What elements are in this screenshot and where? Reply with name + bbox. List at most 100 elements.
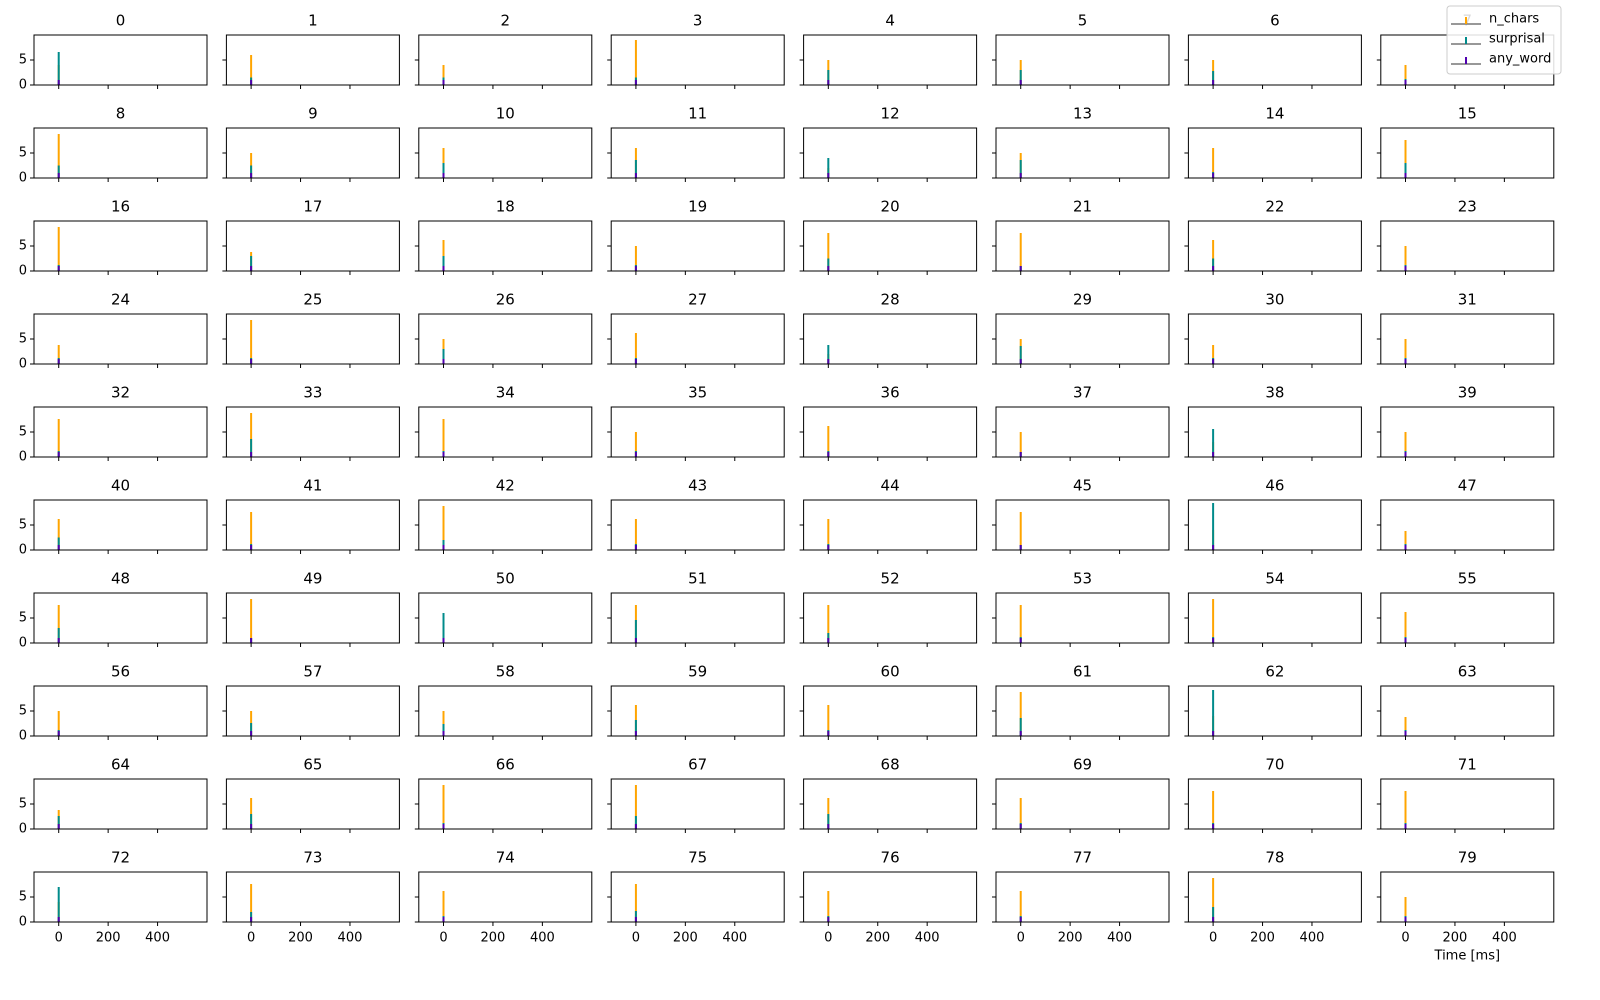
axes-frame [1380, 313, 1555, 365]
panel-title: 55 [1458, 570, 1477, 588]
panel-title: 43 [688, 477, 707, 495]
panel-title: 62 [1265, 663, 1284, 681]
axes-frame [610, 127, 785, 179]
axes-frame [225, 313, 400, 365]
panel-title: 36 [881, 384, 900, 402]
panel-title: 72 [111, 849, 130, 867]
y-tick-label: 5 [19, 53, 27, 68]
axes-frame [1187, 592, 1362, 644]
y-tick-label: 5 [19, 704, 27, 719]
panel-title: 13 [1073, 105, 1092, 123]
panel-title: 8 [116, 105, 126, 123]
axes-frame [33, 499, 208, 551]
panel-title: 21 [1073, 198, 1092, 216]
panel-title: 2 [501, 12, 511, 30]
panel-title: 15 [1458, 105, 1477, 123]
panel-title: 75 [688, 849, 707, 867]
axes-frame [803, 778, 978, 830]
panel-title: 63 [1458, 663, 1477, 681]
panel-title: 24 [111, 291, 130, 309]
axes-frame [33, 871, 208, 923]
panel-title: 78 [1265, 849, 1284, 867]
y-tick-label: 5 [19, 239, 27, 254]
panel-title: 76 [881, 849, 900, 867]
x-tick-label: 200 [1250, 931, 1275, 946]
panel-title: 5 [1078, 12, 1088, 30]
panel-title: 77 [1073, 849, 1092, 867]
axes-frame [995, 778, 1170, 830]
panel-title: 58 [496, 663, 515, 681]
x-tick-label: 200 [673, 931, 698, 946]
x-tick-label: 200 [1058, 931, 1083, 946]
axes-frame [225, 685, 400, 737]
axes-frame [803, 220, 978, 272]
panel-title: 12 [881, 105, 900, 123]
panel-title: 71 [1458, 756, 1477, 774]
panel-title: 41 [303, 477, 322, 495]
axes-frame [610, 220, 785, 272]
axes-frame [1380, 220, 1555, 272]
panel-title: 0 [116, 12, 126, 30]
axes-frame [33, 127, 208, 179]
axes-frame [1380, 406, 1555, 458]
y-tick-label: 0 [19, 264, 27, 279]
axes-frame [1187, 313, 1362, 365]
axes-frame [225, 778, 400, 830]
axes-frame [225, 406, 400, 458]
panel-title: 29 [1073, 291, 1092, 309]
panel-title: 39 [1458, 384, 1477, 402]
panel-title: 50 [496, 570, 515, 588]
axes-frame [803, 127, 978, 179]
x-tick-label: 200 [865, 931, 890, 946]
x-tick-label: 0 [1017, 931, 1025, 946]
axes-frame [418, 778, 593, 830]
axes-frame [995, 127, 1170, 179]
x-tick-label: 400 [145, 931, 170, 946]
panel-title: 52 [881, 570, 900, 588]
panel-title: 67 [688, 756, 707, 774]
axes-frame [1187, 34, 1362, 86]
x-tick-label: 200 [288, 931, 313, 946]
y-tick-label: 0 [19, 78, 27, 93]
y-tick-label: 5 [19, 425, 27, 440]
x-tick-label: 400 [338, 931, 363, 946]
axes-frame [418, 127, 593, 179]
axes-frame [610, 313, 785, 365]
axes-frame [418, 34, 593, 86]
axes-frame [33, 220, 208, 272]
axes-frame [610, 34, 785, 86]
y-tick-label: 0 [19, 171, 27, 186]
y-tick-label: 0 [19, 729, 27, 744]
panel-title: 10 [496, 105, 515, 123]
panel-title: 54 [1265, 570, 1284, 588]
axes-frame [418, 499, 593, 551]
axes-frame [33, 313, 208, 365]
axes-frame [33, 406, 208, 458]
y-tick-label: 0 [19, 636, 27, 651]
axes-frame [610, 871, 785, 923]
y-tick-label: 5 [19, 518, 27, 533]
axes-frame [610, 778, 785, 830]
panel-title: 47 [1458, 477, 1477, 495]
axes-frame [1380, 127, 1555, 179]
axes-frame [1380, 499, 1555, 551]
axes-frame [610, 499, 785, 551]
axes-frame [418, 313, 593, 365]
axes-frame [1187, 220, 1362, 272]
axes-frame [225, 34, 400, 86]
axes-frame [225, 127, 400, 179]
axes-frame [1187, 685, 1362, 737]
axes-frame [995, 871, 1170, 923]
panel-title: 26 [496, 291, 515, 309]
axes-frame [418, 220, 593, 272]
axes-frame [803, 871, 978, 923]
axes-frame [1187, 406, 1362, 458]
axes-frame [803, 406, 978, 458]
panel-title: 37 [1073, 384, 1092, 402]
y-tick-label: 0 [19, 543, 27, 558]
panel-title: 79 [1458, 849, 1477, 867]
axes-frame [225, 592, 400, 644]
panel-title: 44 [881, 477, 900, 495]
axes-frame [418, 592, 593, 644]
panel-title: 18 [496, 198, 515, 216]
